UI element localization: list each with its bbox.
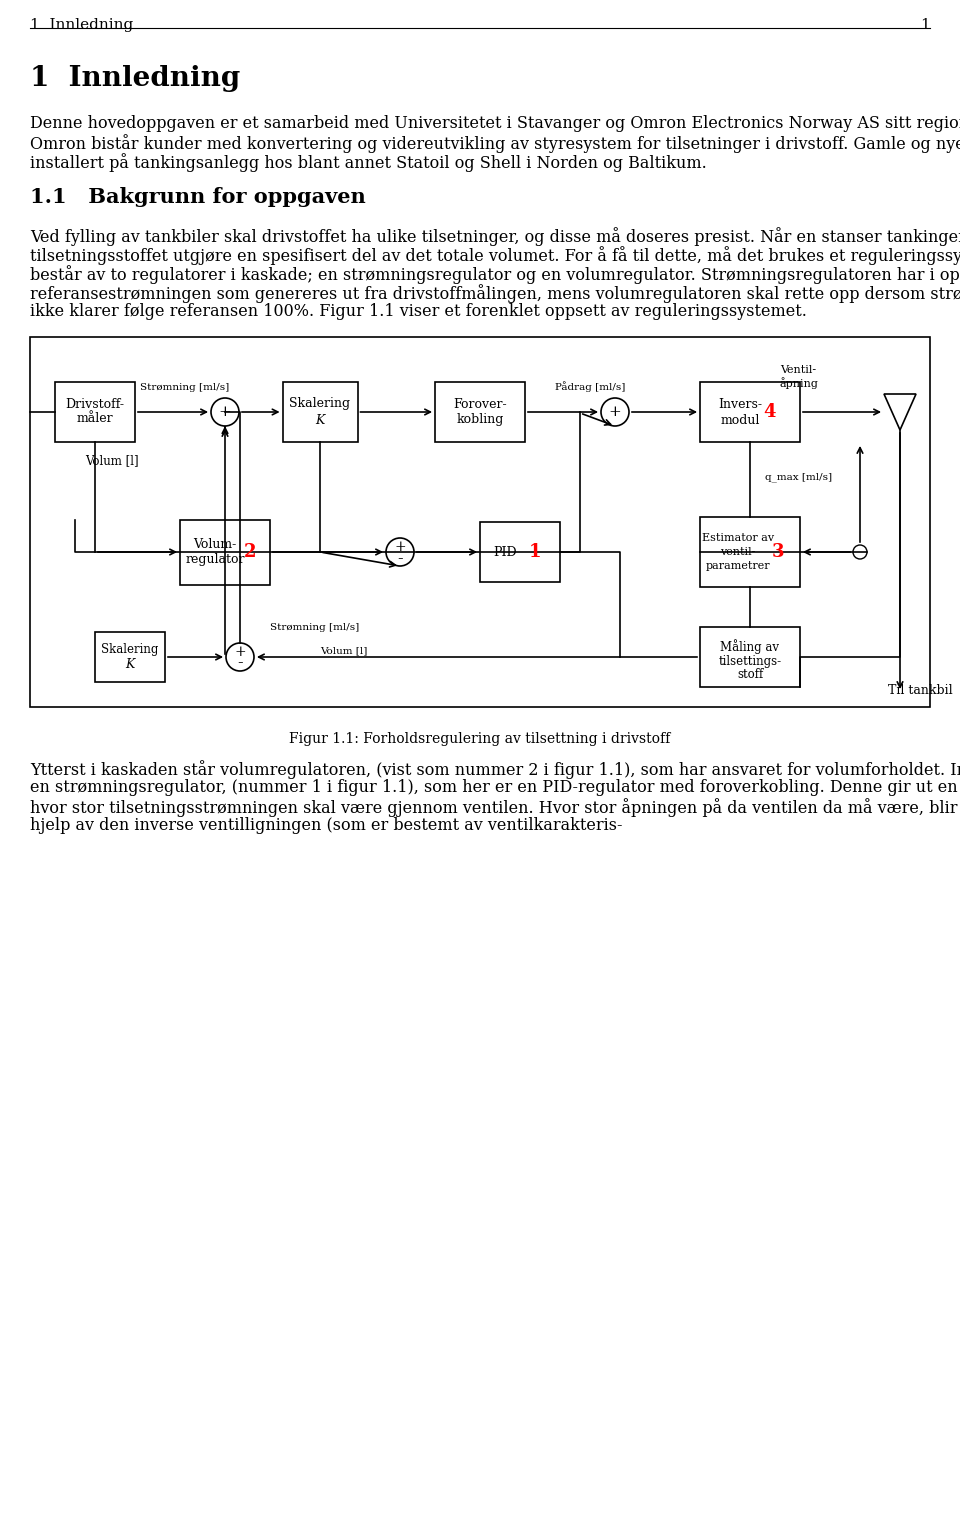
- Text: 1.1   Bakgrunn for oppgaven: 1.1 Bakgrunn for oppgaven: [30, 186, 366, 208]
- Text: Skalering: Skalering: [289, 397, 350, 411]
- Text: Denne hovedoppgaven er et samarbeid med Universitetet i Stavanger og Omron Elect: Denne hovedoppgaven er et samarbeid med …: [30, 115, 960, 132]
- Text: 1  Innledning: 1 Innledning: [30, 18, 133, 32]
- Text: Invers-: Invers-: [718, 397, 762, 411]
- Text: tilsetningsstoffet utgjøre en spesifisert del av det totale volumet. For å få ti: tilsetningsstoffet utgjøre en spesifiser…: [30, 245, 960, 265]
- Text: Volum [l]: Volum [l]: [85, 454, 138, 467]
- Text: Volum-: Volum-: [193, 538, 236, 550]
- Text: 1: 1: [529, 542, 541, 561]
- Text: hjelp av den inverse ventilligningen (som er bestemt av ventilkarakteris-: hjelp av den inverse ventilligningen (so…: [30, 817, 622, 833]
- Text: regulator: regulator: [185, 553, 245, 567]
- Bar: [700, 382, 800, 442]
- Circle shape: [853, 545, 867, 559]
- Text: 2: 2: [244, 542, 256, 561]
- Text: Omron bistår kunder med konvertering og videreutvikling av styresystem for tilse: Omron bistår kunder med konvertering og …: [30, 133, 960, 153]
- Text: Strømning [ml/s]: Strømning [ml/s]: [270, 623, 359, 632]
- Text: Skalering: Skalering: [102, 642, 158, 656]
- Text: stoff: stoff: [737, 668, 763, 682]
- Text: tilsettings-: tilsettings-: [718, 654, 781, 668]
- Bar: [55, 382, 135, 442]
- Text: Volum [l]: Volum [l]: [320, 645, 368, 654]
- Bar: [700, 517, 800, 586]
- Text: Forover-: Forover-: [453, 397, 507, 411]
- Text: Drivstoff-: Drivstoff-: [65, 397, 125, 411]
- Text: består av to regulatorer i kaskade; en strømningsregulator og en volumregulator.: består av to regulatorer i kaskade; en s…: [30, 265, 960, 283]
- Text: Måling av: Måling av: [721, 639, 780, 654]
- Text: referansestrømningen som genereres ut fra drivstoffmålingen, mens volumregulator: referansestrømningen som genereres ut fr…: [30, 283, 960, 303]
- Text: 3: 3: [772, 542, 784, 561]
- Text: 1  Innledning: 1 Innledning: [30, 65, 240, 92]
- Text: modul: modul: [720, 414, 759, 427]
- Text: Pådrag [ml/s]: Pådrag [ml/s]: [555, 382, 625, 392]
- Bar: [95, 632, 165, 682]
- Text: Ved fylling av tankbiler skal drivstoffet ha ulike tilsetninger, og disse må dos: Ved fylling av tankbiler skal drivstoffe…: [30, 227, 960, 245]
- Circle shape: [211, 398, 239, 426]
- Text: måler: måler: [77, 412, 113, 424]
- Text: Figur 1.1: Forholdsregulering av tilsettning i drivstoff: Figur 1.1: Forholdsregulering av tilsett…: [289, 732, 671, 745]
- Text: PID: PID: [493, 545, 516, 559]
- Text: Ventil-: Ventil-: [780, 365, 816, 376]
- Text: hvor stor tilsetningsstrømningen skal være gjennom ventilen. Hvor stor åpningen : hvor stor tilsetningsstrømningen skal væ…: [30, 798, 960, 817]
- Text: Til tankbil: Til tankbil: [888, 683, 952, 697]
- Text: K: K: [126, 659, 134, 671]
- Text: -: -: [237, 654, 243, 671]
- Bar: [282, 382, 357, 442]
- Bar: [30, 336, 930, 708]
- Circle shape: [601, 398, 629, 426]
- Text: +: +: [219, 405, 231, 420]
- Bar: [480, 523, 560, 582]
- Text: +: +: [609, 405, 621, 420]
- Bar: [180, 520, 270, 585]
- Text: +: +: [395, 539, 406, 554]
- Text: Strømning [ml/s]: Strømning [ml/s]: [140, 383, 229, 392]
- Text: kobling: kobling: [456, 414, 504, 427]
- Text: en strømningsregulator, (nummer 1 i figur 1.1), som her er en PID-regulator med : en strømningsregulator, (nummer 1 i figu…: [30, 779, 960, 795]
- Text: -: -: [397, 550, 403, 568]
- Bar: [700, 627, 800, 686]
- Text: K: K: [315, 414, 324, 427]
- Text: 1: 1: [921, 18, 930, 32]
- Text: 4: 4: [764, 403, 777, 421]
- Circle shape: [386, 538, 414, 567]
- Text: åpning: åpning: [780, 377, 819, 389]
- Text: installert på tankingsanlegg hos blant annet Statoil og Shell i Norden og Baltik: installert på tankingsanlegg hos blant a…: [30, 153, 707, 171]
- Text: ikke klarer følge referansen 100%. Figur 1.1 viser et forenklet oppsett av regul: ikke klarer følge referansen 100%. Figur…: [30, 303, 806, 320]
- Text: Ytterst i kaskaden står volumregulatoren, (vist som nummer 2 i figur 1.1), som h: Ytterst i kaskaden står volumregulatoren…: [30, 761, 960, 779]
- Text: parametrer: parametrer: [706, 561, 770, 571]
- Bar: [435, 382, 525, 442]
- Text: +: +: [234, 645, 246, 659]
- Text: ventil-: ventil-: [720, 547, 756, 558]
- Text: Estimator av: Estimator av: [702, 533, 774, 542]
- Circle shape: [226, 642, 254, 671]
- Polygon shape: [884, 394, 916, 430]
- Text: q_max [ml/s]: q_max [ml/s]: [765, 473, 832, 482]
